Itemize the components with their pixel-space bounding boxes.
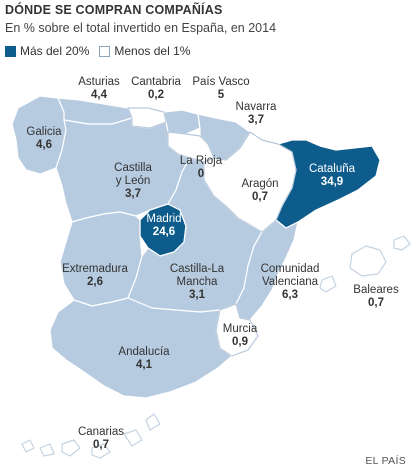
label-name: Canarias xyxy=(77,426,125,438)
label-value: 0,2 xyxy=(148,89,164,101)
outline-cantabria xyxy=(127,107,167,129)
label-value: 0,7 xyxy=(93,439,109,451)
label-castilla-y-leon: Castilla y León 3,7 xyxy=(114,162,152,201)
label-name: Aragón xyxy=(241,178,279,190)
legend-label-high: Más del 20% xyxy=(20,44,90,58)
label-comunidad-valenciana: Comunidad Valenciana 6,3 xyxy=(261,263,320,302)
label-value: 34,9 xyxy=(320,176,344,188)
label-value: 0,7 xyxy=(367,297,384,309)
legend-swatch-low xyxy=(99,45,111,57)
label-la-rioja: La Rioja 0 xyxy=(180,155,222,181)
label-name: Cataluña xyxy=(308,163,356,175)
label-value: 4,4 xyxy=(90,89,107,101)
region-canarias-island[interactable] xyxy=(61,439,81,457)
legend-item-high: Más del 20% xyxy=(5,44,89,58)
label-name: Cantabria xyxy=(131,76,181,88)
region-canarias-island[interactable] xyxy=(123,429,143,447)
region-baleares-mallorca[interactable] xyxy=(349,245,387,277)
label-value: 2,6 xyxy=(87,276,103,288)
label-pais-vasco: País Vasco 5 xyxy=(192,76,249,102)
label-value: 3,1 xyxy=(188,289,205,301)
label-name-line1: Comunidad xyxy=(260,263,320,275)
outline-aragon xyxy=(203,131,297,233)
label-value: 4,6 xyxy=(36,139,52,151)
label-cataluna: Cataluña 34,9 xyxy=(309,163,355,189)
label-name: Asturias xyxy=(78,76,120,88)
label-value: 3,7 xyxy=(248,114,264,126)
map-subtitle: En % sobre el total invertido en España,… xyxy=(5,21,277,35)
label-value: 5 xyxy=(217,89,225,101)
source-credit: EL PAÍS xyxy=(365,455,406,467)
label-extremadura: Extremadura 2,6 xyxy=(62,263,128,289)
region-baleares-menorca[interactable] xyxy=(393,235,411,251)
region-canarias-island[interactable] xyxy=(21,439,35,453)
label-value: 24,6 xyxy=(152,226,176,238)
label-name: Extremadura xyxy=(62,263,128,275)
label-name: Navarra xyxy=(235,101,277,113)
label-murcia: Murcia 0,9 xyxy=(223,323,258,349)
label-cantabria: Cantabria 0,2 xyxy=(131,76,181,102)
label-madrid: Madrid 24,6 xyxy=(146,213,181,239)
label-name-line2: Mancha xyxy=(176,276,218,288)
label-name: País Vasco xyxy=(192,76,250,88)
label-name-line1: Castilla-La xyxy=(169,263,225,275)
label-value: 4,1 xyxy=(136,359,152,371)
label-andalucia: Andalucía 4,1 xyxy=(118,346,169,372)
label-value: 6,3 xyxy=(281,289,298,301)
region-baleares-ibiza[interactable] xyxy=(319,275,337,293)
region-andalucia[interactable] xyxy=(49,297,233,399)
label-name: La Rioja xyxy=(179,155,223,167)
map-title: DÓNDE SE COMPRAN COMPAÑÍAS xyxy=(5,3,223,17)
legend: Más del 20% Menos del 1% xyxy=(5,44,200,58)
label-name-line2: y León xyxy=(115,175,151,187)
label-name: Galicia xyxy=(26,126,62,138)
label-galicia: Galicia 4,6 xyxy=(26,126,61,152)
label-name-line2: Valenciana xyxy=(261,276,319,288)
region-canarias-island[interactable] xyxy=(39,443,55,457)
legend-item-low: Menos del 1% xyxy=(99,44,190,58)
label-name: Murcia xyxy=(222,323,258,335)
outline-murcia xyxy=(215,303,259,357)
label-baleares: Baleares 0,7 xyxy=(353,284,398,310)
label-castilla-la-mancha: Castilla-La Mancha 3,1 xyxy=(170,263,224,302)
label-value: 0,7 xyxy=(252,191,268,203)
label-name-line1: Castilla xyxy=(114,162,152,174)
label-asturias: Asturias 4,4 xyxy=(78,76,120,102)
region-pais-vasco[interactable] xyxy=(163,109,201,135)
legend-label-low: Menos del 1% xyxy=(114,44,191,58)
label-name: Madrid xyxy=(146,213,182,225)
label-value: 3,7 xyxy=(125,188,141,200)
label-value: 0 xyxy=(197,168,205,180)
label-name: Baleares xyxy=(353,284,399,296)
label-value: 0,9 xyxy=(231,336,248,348)
label-aragon: Aragón 0,7 xyxy=(241,178,278,204)
label-canarias: Canarias 0,7 xyxy=(78,426,124,452)
region-extremadura[interactable] xyxy=(59,211,143,307)
legend-swatch-high xyxy=(5,45,16,57)
region-comunidad-valenciana[interactable] xyxy=(235,219,299,321)
region-canarias-island[interactable] xyxy=(145,413,161,431)
label-navarra: Navarra 3,7 xyxy=(236,101,277,127)
region-canarias-island[interactable] xyxy=(91,443,111,459)
label-name: Andalucía xyxy=(118,346,170,358)
